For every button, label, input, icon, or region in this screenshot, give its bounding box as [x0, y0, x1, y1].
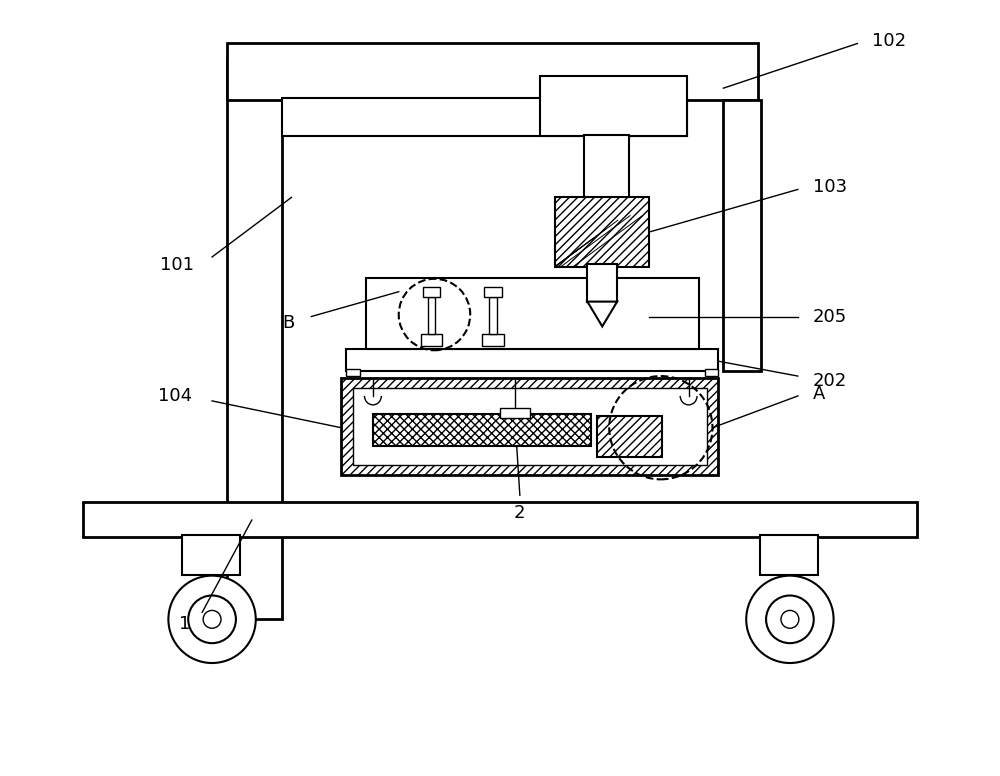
Bar	[489, 296, 497, 334]
Circle shape	[168, 576, 256, 663]
Bar	[500, 408, 530, 417]
Polygon shape	[587, 302, 617, 327]
Bar	[584, 135, 629, 199]
Bar	[346, 349, 718, 371]
Bar	[373, 414, 591, 445]
Circle shape	[766, 595, 814, 643]
Bar	[353, 388, 707, 466]
Bar	[423, 286, 440, 296]
Bar	[282, 98, 687, 136]
Bar	[346, 369, 360, 376]
Text: 1: 1	[179, 615, 190, 633]
Bar	[421, 334, 442, 346]
Bar	[428, 296, 435, 334]
Text: B: B	[282, 314, 294, 332]
Bar	[597, 416, 662, 458]
Circle shape	[203, 611, 221, 629]
Text: A: A	[813, 385, 825, 403]
Bar	[182, 535, 240, 575]
Text: 103: 103	[813, 178, 847, 196]
Circle shape	[188, 595, 236, 643]
Bar	[227, 43, 758, 100]
Bar	[705, 369, 718, 376]
Text: 101: 101	[160, 256, 194, 274]
Circle shape	[746, 576, 834, 663]
Circle shape	[781, 611, 799, 629]
Text: 2: 2	[514, 504, 526, 522]
Bar	[760, 535, 818, 575]
Bar	[587, 264, 617, 302]
Bar	[723, 100, 761, 371]
Text: 202: 202	[813, 372, 847, 390]
Text: 104: 104	[158, 387, 192, 405]
Bar	[341, 378, 718, 476]
Bar	[227, 58, 282, 619]
Bar	[482, 334, 504, 346]
Bar	[366, 278, 699, 349]
Bar	[83, 502, 917, 537]
Bar	[484, 286, 502, 296]
Text: 205: 205	[813, 307, 847, 325]
Bar	[540, 76, 687, 136]
Bar	[555, 197, 649, 267]
Text: 102: 102	[872, 32, 906, 50]
